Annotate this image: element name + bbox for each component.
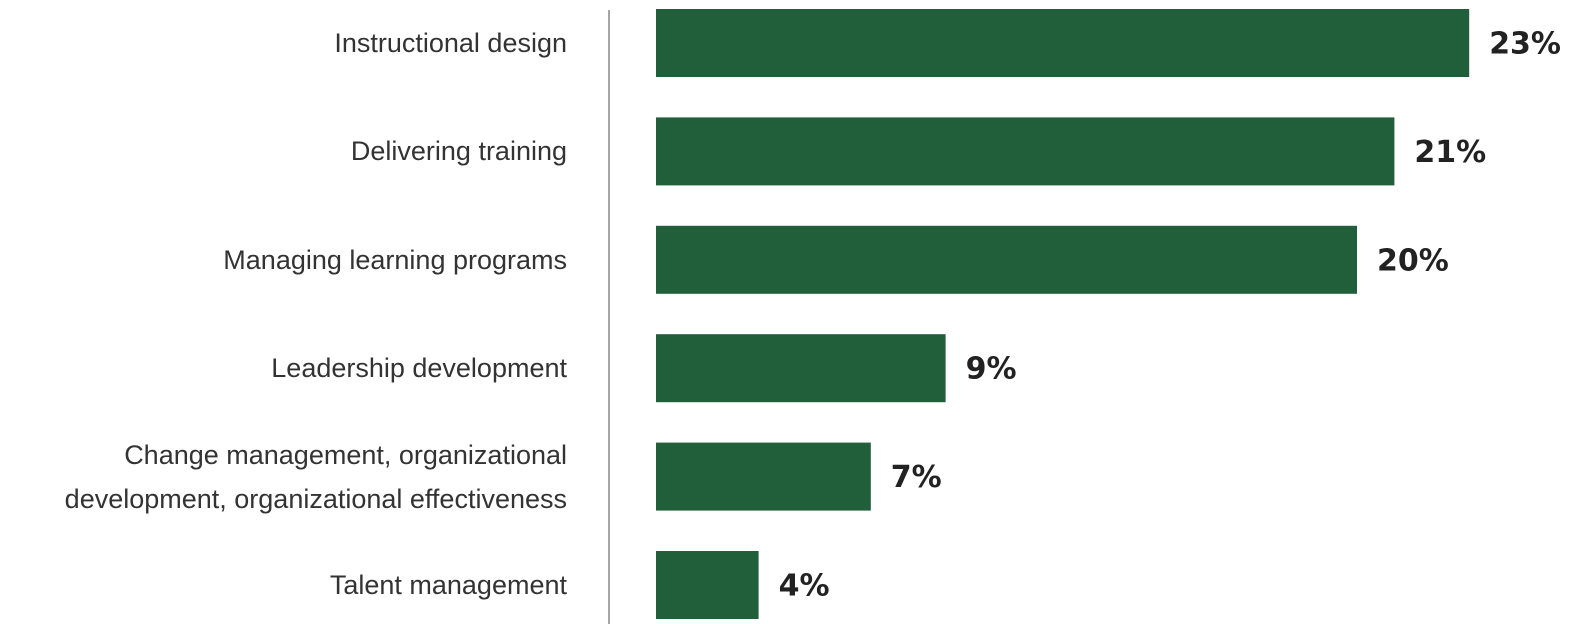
- value-label: 20%: [1377, 243, 1449, 278]
- category-label: Instructional design: [334, 28, 567, 58]
- bar: [656, 442, 871, 511]
- bar: [656, 334, 946, 403]
- value-label: 4%: [779, 569, 830, 604]
- value-label: 23%: [1489, 27, 1561, 62]
- category-label: Delivering training: [350, 136, 567, 167]
- bar: [656, 9, 1470, 77]
- category-label: Managing learning programs: [223, 244, 567, 275]
- value-label: 21%: [1414, 135, 1486, 170]
- bar: [656, 225, 1357, 294]
- category-label: Change management, organizational develo…: [64, 439, 567, 514]
- bar: [656, 117, 1395, 186]
- category-label: Talent management: [329, 570, 567, 600]
- bar: [656, 551, 759, 619]
- value-label: 7%: [891, 460, 942, 495]
- value-label: 9%: [966, 352, 1017, 387]
- category-label: Leadership development: [271, 353, 567, 384]
